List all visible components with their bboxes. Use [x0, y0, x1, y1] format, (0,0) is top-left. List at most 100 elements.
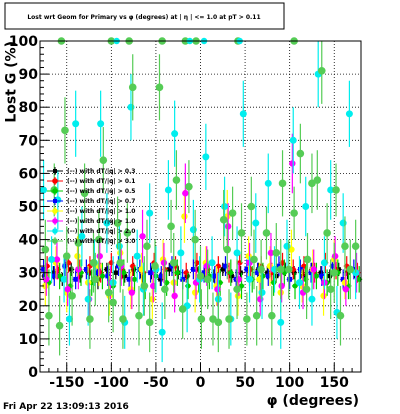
- data-point: [43, 276, 50, 283]
- data-point: [127, 103, 135, 111]
- data-point: [214, 286, 221, 293]
- data-point: [258, 289, 266, 297]
- data-point: [61, 126, 69, 135]
- timestamp: Fri Apr 22 13:09:13 2016: [3, 402, 129, 412]
- legend-label: (--) with dT/|q| > 1.0: [67, 208, 135, 215]
- data-point: [171, 130, 179, 138]
- data-point: [86, 315, 94, 323]
- data-point: [83, 266, 89, 272]
- data-point: [233, 249, 241, 257]
- data-point: [105, 273, 111, 279]
- data-point: [302, 285, 311, 294]
- x-tick-label: 0: [196, 375, 206, 391]
- data-point: [318, 270, 324, 275]
- data-point: [223, 245, 232, 254]
- data-point: [131, 276, 138, 282]
- data-point: [267, 249, 275, 257]
- data-point: [146, 209, 154, 217]
- data-point: [201, 270, 207, 276]
- data-point: [203, 262, 210, 270]
- y-tick-label: 100: [9, 34, 38, 50]
- data-point: [89, 258, 98, 267]
- data-point: [104, 267, 110, 272]
- data-point: [95, 235, 103, 244]
- x-tick-label: -100: [94, 375, 129, 391]
- data-point: [323, 229, 331, 237]
- data-point: [51, 270, 56, 275]
- data-point: [191, 289, 199, 296]
- data-point: [264, 179, 272, 187]
- data-point: [229, 273, 234, 279]
- data-point: [319, 273, 325, 279]
- data-point: [143, 242, 151, 251]
- y-tick-label: 10: [19, 332, 39, 348]
- data-point: [291, 270, 297, 275]
- data-point: [164, 186, 172, 194]
- data-point: [317, 66, 326, 75]
- data-point: [41, 266, 46, 272]
- data-point: [91, 275, 100, 284]
- data-point: [302, 203, 310, 210]
- data-point: [238, 270, 243, 275]
- data-point: [62, 252, 71, 260]
- data-point: [245, 252, 252, 260]
- data-point: [219, 215, 228, 224]
- legend-label: (--) with dT/|q| > 0.3: [67, 168, 135, 175]
- data-point: [308, 295, 316, 303]
- data-point: [313, 273, 320, 279]
- data-point: [65, 315, 73, 323]
- data-point: [224, 223, 232, 230]
- data-point: [243, 315, 251, 323]
- data-point: [68, 292, 76, 300]
- data-point: [278, 179, 287, 188]
- data-point: [190, 266, 196, 272]
- data-point: [172, 176, 181, 184]
- chart-title: Lost wrt Geom for Primary vs φ (degrees)…: [27, 14, 260, 21]
- data-point: [42, 282, 49, 290]
- data-point: [252, 311, 261, 320]
- data-point: [48, 255, 56, 263]
- data-point: [246, 275, 254, 283]
- legend-label: (--) with dT/|q| > 0.5: [67, 188, 135, 195]
- data-point: [297, 266, 303, 272]
- data-point: [208, 259, 216, 267]
- y-tick-label: 60: [19, 166, 39, 182]
- data-point: [290, 209, 298, 217]
- data-point: [74, 239, 83, 247]
- data-point: [158, 277, 163, 282]
- data-point: [284, 265, 293, 274]
- data-point: [287, 276, 293, 282]
- data-point: [185, 182, 193, 191]
- data-point: [326, 285, 335, 294]
- data-point: [41, 245, 50, 254]
- data-point: [244, 266, 250, 272]
- data-point: [78, 232, 86, 240]
- data-point: [62, 263, 68, 269]
- y-axis: 0 10 20 30 40 50 60 70 80 90 100: [9, 34, 49, 381]
- data-point: [289, 136, 297, 144]
- data-point: [151, 262, 159, 270]
- data-point: [332, 186, 340, 194]
- data-point: [155, 83, 164, 92]
- data-point: [228, 209, 237, 217]
- data-point: [149, 295, 156, 303]
- data-point: [265, 273, 271, 279]
- data-point: [345, 270, 350, 275]
- data-point: [295, 279, 303, 287]
- data-point: [140, 282, 149, 290]
- data-point: [189, 226, 197, 234]
- data-point: [123, 229, 132, 237]
- data-point: [313, 176, 322, 184]
- data-point: [271, 280, 277, 286]
- data-point: [119, 315, 127, 323]
- data-point: [330, 268, 339, 277]
- data-point: [57, 273, 63, 279]
- data-point: [252, 219, 260, 227]
- data-point: [60, 275, 68, 283]
- legend-marker: [52, 218, 58, 224]
- data-point: [239, 110, 247, 118]
- data-point: [341, 242, 349, 251]
- legend-marker: [52, 188, 58, 194]
- data-point: [177, 249, 185, 257]
